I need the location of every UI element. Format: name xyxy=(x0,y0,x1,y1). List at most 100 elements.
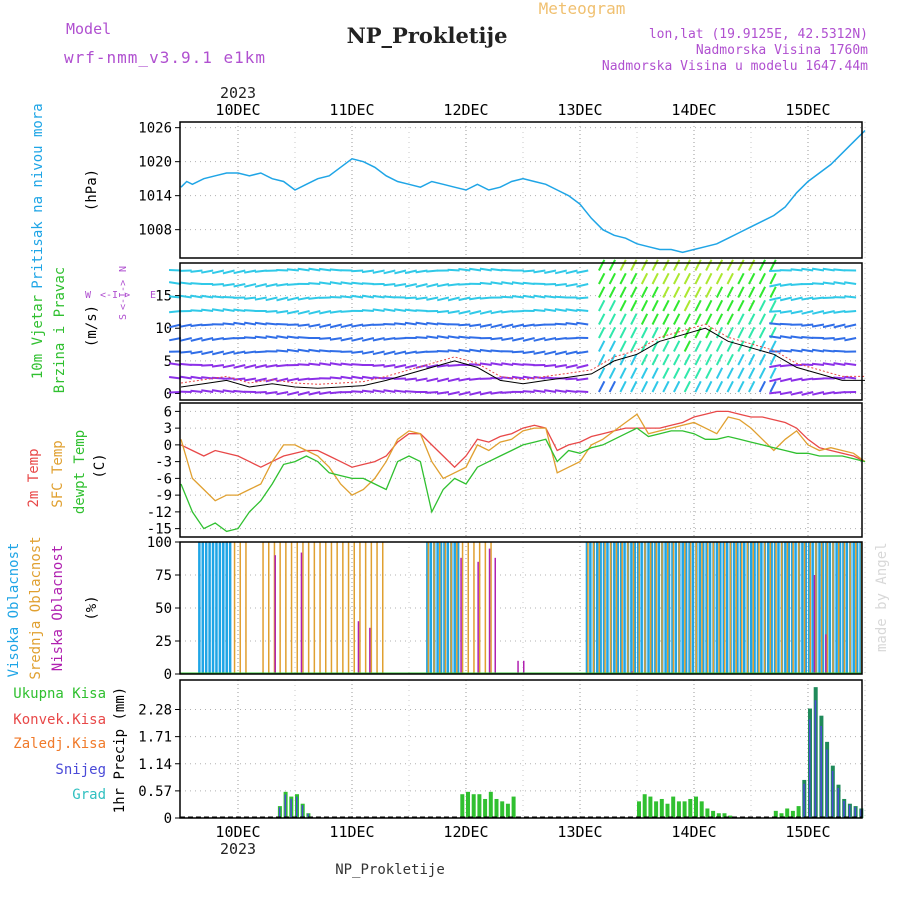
wind-arrow xyxy=(319,362,332,366)
wind-arrow xyxy=(544,295,557,299)
cloud-high-bar xyxy=(739,542,743,674)
wind-arrow xyxy=(383,350,396,356)
wind-arrow xyxy=(565,377,578,381)
wind-arrow xyxy=(340,310,353,313)
compass-we-arrows: <-I-> xyxy=(100,290,130,301)
wind-arrow xyxy=(297,296,310,301)
wind-arrow xyxy=(243,296,257,300)
wind-arrow xyxy=(329,391,342,395)
wind-arrow xyxy=(565,322,578,326)
cloud-mid-bar xyxy=(245,542,247,674)
wind-arrow xyxy=(479,323,492,328)
wind-arrow xyxy=(694,353,702,366)
wind-arrow xyxy=(705,340,713,352)
wind-arrow xyxy=(651,272,659,285)
ytick-label: 1020 xyxy=(138,155,172,171)
cloud-high-bar xyxy=(664,542,667,674)
cloud-high-bar xyxy=(859,542,862,674)
wind-arrow xyxy=(554,269,568,275)
panel-frame xyxy=(179,679,863,819)
wind-arrow xyxy=(511,310,524,313)
snow-bar xyxy=(814,700,817,818)
wind-arrow xyxy=(630,353,638,366)
xtick-label-bottom: 12DEC xyxy=(443,823,488,841)
ytick-label: 25 xyxy=(155,634,172,650)
precip-bar xyxy=(642,794,647,818)
wind-arrow xyxy=(447,283,460,287)
cloud-mid-bar xyxy=(604,542,606,674)
wind-arrow xyxy=(801,267,814,272)
cloud-mid-bar xyxy=(461,542,464,674)
cloud-mid-bar xyxy=(598,542,601,674)
wind-arrow xyxy=(662,313,670,325)
wind-arrow xyxy=(715,259,724,271)
wind-arrow xyxy=(501,281,514,285)
cloud-high-bar xyxy=(681,542,684,674)
cloud-high-bar xyxy=(654,542,657,674)
wind-arrow xyxy=(758,299,766,312)
wind-arrow xyxy=(447,335,460,339)
wind-arrow xyxy=(554,295,567,299)
wind-arrow xyxy=(179,294,192,299)
panel-clouds: 100 75 50 25 0 xyxy=(147,535,866,683)
wind-arrow xyxy=(190,350,203,355)
wind-arrow xyxy=(651,353,659,366)
wind-arrow xyxy=(576,350,589,355)
wind-arrow xyxy=(640,353,649,366)
cloud-high-bar xyxy=(705,542,708,674)
cloud-mid-bar xyxy=(655,542,658,674)
wind-arrow xyxy=(447,364,460,367)
footer-station: NP_Prokletije xyxy=(335,862,445,878)
cloud-high-bar xyxy=(835,542,838,674)
wind-arrow xyxy=(383,308,396,312)
wind-arrow xyxy=(308,391,321,396)
wind-arrow xyxy=(576,283,589,288)
cloud-mid-bar xyxy=(632,542,635,674)
cloud-mid-bar xyxy=(610,542,612,674)
cloud-mid-bar xyxy=(347,542,350,674)
wind-arrow xyxy=(265,322,278,326)
wind-arrow xyxy=(265,391,278,395)
snow-bar xyxy=(301,805,304,818)
wind-arrow xyxy=(468,377,482,381)
wind-arrow xyxy=(201,376,214,380)
ytick-label: 1.14 xyxy=(138,757,172,773)
wind-arrow xyxy=(383,269,396,275)
wind-arrow xyxy=(479,310,492,315)
axis-unit-pressure: (hPa) xyxy=(84,169,100,211)
cloud-mid-bar xyxy=(820,542,823,674)
wind-arrow xyxy=(351,350,364,354)
cloud-mid-bar xyxy=(803,542,806,674)
wind-arrow xyxy=(222,364,235,369)
wind-arrow xyxy=(769,269,782,272)
wind-arrow xyxy=(276,296,289,302)
cloud-mid-bar xyxy=(285,542,287,674)
series-dewpt-temp xyxy=(180,427,866,533)
wind-arrow xyxy=(844,375,857,380)
wind-arrow xyxy=(276,364,289,368)
wind-arrow xyxy=(351,375,364,380)
precip-bar xyxy=(494,798,499,818)
wind-arrow xyxy=(790,335,803,339)
precip-bar xyxy=(500,801,505,818)
compass-south: S xyxy=(118,314,129,320)
wind-arrow xyxy=(436,350,449,353)
page-title: NP_Prokletije xyxy=(347,23,508,48)
wind-arrow xyxy=(737,259,745,271)
axis-title-tsfc: SFC Temp xyxy=(50,440,66,507)
cloud-high-bar xyxy=(749,542,753,674)
wind-arrow xyxy=(179,362,192,366)
wind-arrow xyxy=(608,326,616,339)
wind-arrow xyxy=(222,389,235,393)
wind-arrow xyxy=(168,362,182,366)
wind-arrow xyxy=(394,283,407,287)
wind-arrow xyxy=(286,348,300,353)
wind-arrow xyxy=(222,350,235,356)
wind-arrow xyxy=(608,272,616,285)
elevation-label: Nadmorska Visina 1760m xyxy=(696,43,868,58)
precip-bar xyxy=(466,791,470,818)
panel-frame xyxy=(179,541,863,675)
cloud-mid-bar xyxy=(627,542,629,674)
wind-arrow xyxy=(748,259,756,271)
xtick-label-top: 11DEC xyxy=(329,101,374,119)
